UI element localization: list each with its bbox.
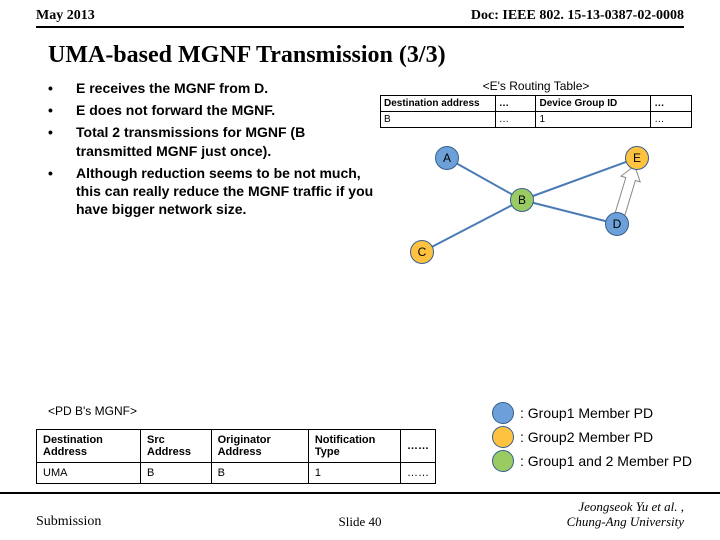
mgnf-caption: <PD B's MGNF>: [48, 404, 137, 418]
node-c: C: [410, 240, 434, 264]
legend-item: : Group1 and 2 Member PD: [492, 450, 692, 472]
footer: Submission Slide 40 Jeongseok Yu et al. …: [0, 492, 720, 540]
mgnf-header: Src Address: [141, 430, 212, 463]
mgnf-header: Notification Type: [308, 430, 400, 463]
rt-header: Destination address: [381, 96, 496, 112]
legend-label: : Group1 Member PD: [520, 405, 653, 421]
mgnf-cell: UMA: [37, 463, 141, 484]
mgnf-cell: B: [141, 463, 212, 484]
header-doc: Doc: IEEE 802. 15-13-0387-02-0008: [471, 8, 684, 24]
legend: : Group1 Member PD : Group2 Member PD : …: [492, 400, 692, 474]
rt-cell: …: [651, 112, 692, 128]
list-item: •E does not forward the MGNF.: [48, 101, 380, 119]
routing-table-caption: <E's Routing Table>: [380, 79, 692, 93]
mgnf-table: Destination Address Src Address Originat…: [36, 429, 436, 484]
legend-swatch: [492, 402, 514, 424]
list-item: •E receives the MGNF from D.: [48, 79, 380, 97]
legend-item: : Group2 Member PD: [492, 426, 692, 448]
legend-swatch: [492, 450, 514, 472]
mgnf-header: ……: [400, 430, 435, 463]
rt-cell: B: [381, 112, 496, 128]
rt-header: …: [651, 96, 692, 112]
mgnf-header: Destination Address: [37, 430, 141, 463]
footer-slide: Slide 40: [339, 514, 382, 530]
legend-label: : Group2 Member PD: [520, 429, 653, 445]
mgnf-cell: ……: [400, 463, 435, 484]
node-d: D: [605, 212, 629, 236]
footer-submission: Submission: [36, 514, 101, 530]
mgnf-cell: B: [211, 463, 308, 484]
list-item: •Total 2 transmissions for MGNF (B trans…: [48, 123, 380, 159]
mgnf-header: Originator Address: [211, 430, 308, 463]
page-title: UMA-based MGNF Transmission (3/3): [0, 28, 720, 79]
mgnf-cell: 1: [308, 463, 400, 484]
footer-author: Jeongseok Yu et al. , Chung-Ang Universi…: [567, 500, 684, 530]
rt-cell: 1: [536, 112, 651, 128]
routing-table: Destination address … Device Group ID … …: [380, 95, 692, 128]
rt-header: …: [495, 96, 536, 112]
rt-header: Device Group ID: [536, 96, 651, 112]
legend-item: : Group1 Member PD: [492, 402, 692, 424]
node-e: E: [625, 146, 649, 170]
legend-label: : Group1 and 2 Member PD: [520, 453, 692, 469]
legend-swatch: [492, 426, 514, 448]
bullet-list: •E receives the MGNF from D. •E does not…: [48, 79, 380, 288]
node-b: B: [510, 188, 534, 212]
rt-cell: …: [495, 112, 536, 128]
list-item: •Although reduction seems to be not much…: [48, 164, 380, 219]
header-date: May 2013: [36, 8, 95, 24]
network-diagram: A E B D C: [380, 128, 692, 288]
node-a: A: [435, 146, 459, 170]
